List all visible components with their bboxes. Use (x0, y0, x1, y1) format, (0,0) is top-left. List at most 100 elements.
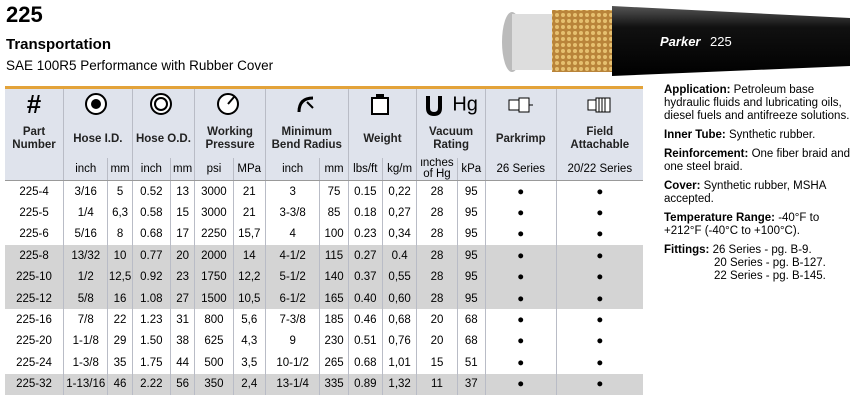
table-cell: 13 (170, 180, 195, 203)
table-cell: 9 (264, 330, 320, 353)
table-cell: 2.22 (131, 373, 171, 395)
column-header: Working Pressure (194, 120, 266, 158)
table-cell: 12,2 (232, 266, 266, 288)
table-cell: 3000 (194, 202, 234, 224)
unit-label: inch (131, 158, 171, 181)
table-cell: 5,6 (232, 309, 266, 331)
note: Application: Petroleum base hydraulic fl… (664, 84, 854, 123)
hose-cover (612, 6, 850, 76)
table-cell: 165 (319, 287, 349, 310)
table-cell: 28 (416, 287, 458, 310)
table-cell: 13-1/4 (264, 373, 320, 395)
table-row: 225-8 13/32 10 0.77 20 2000 14 4-1/2 115 0.27 0.4 2… (5, 245, 643, 267)
table-cell: 4,3 (232, 330, 266, 353)
table-cell: 265 (319, 352, 349, 374)
table-cell: 27 (170, 287, 195, 310)
table-cell: ● (484, 202, 557, 224)
product-number: 225 (6, 2, 43, 27)
table-cell: 1,32 (381, 373, 417, 395)
table-cell: 28 (416, 245, 458, 267)
table-row: 225-5 1/4 6,3 0.58 15 3000 21 3-3/8 85 0.18 0,27 28… (5, 202, 643, 224)
table-cell: 140 (319, 266, 349, 288)
table-cell: 185 (319, 309, 349, 331)
table-cell: ● (484, 330, 557, 353)
column-header: Field Attachable (555, 120, 643, 158)
table-cell: 0.23 (347, 223, 383, 246)
table-cell: ● (555, 180, 643, 203)
note-label: Reinforcement: (664, 148, 749, 160)
icon-cell (484, 87, 557, 120)
table-cell: ● (555, 245, 643, 267)
table-cell: 225-16 (16, 314, 52, 327)
note-line: 20 Series - pg. B-127. (714, 257, 826, 269)
table-cell: 10,5 (232, 287, 266, 310)
column-header: Hose O.D. (131, 120, 195, 158)
unit-label: mm (319, 158, 349, 181)
table-cell: 14 (232, 245, 266, 267)
table-cell: 95 (456, 266, 486, 288)
table-cell: 20 (416, 330, 458, 353)
table-cell: 15 (416, 352, 458, 374)
table-cell: 28 (416, 223, 458, 246)
table-row: 225-4 3/16 5 0.52 13 3000 21 3 75 0.15 0,22 28 95 ● ● (5, 180, 643, 203)
column-icon (150, 92, 173, 115)
table-cell: 23 (170, 266, 195, 288)
table-cell: ● (484, 245, 557, 267)
table-cell: 800 (194, 309, 234, 331)
column-header: Minimum Bend Radius (264, 120, 349, 158)
table-cell: 15,7 (232, 223, 266, 246)
table-cell: 3/16 (63, 180, 108, 203)
note-text: One fiber braid and one steel braid. (664, 148, 851, 173)
table-row: 225-10 1/2 12,5 0.92 23 1750 12,2 5-1/2 140 0.37 0… (5, 266, 643, 288)
table-cell: 85 (319, 202, 349, 224)
table-cell: 0,68 (381, 309, 417, 331)
unit-label: mm (107, 158, 133, 181)
table-cell: 5/8 (63, 287, 108, 310)
note-label: Cover: (664, 180, 701, 192)
note-line: 22 Series - pg. B-145. (714, 270, 826, 282)
note: Reinforcement: One fiber braid and one s… (664, 148, 854, 174)
icon-cell (131, 87, 195, 120)
spec-table: # Hg Part Number Hose I.D. Hose O.D. Working … (5, 86, 643, 395)
table-cell: 225-32 (5, 373, 64, 395)
table-row: 225-6 5/16 8 0.68 17 2250 15,7 4 100 0.23 0,34 28 95… (5, 223, 643, 246)
table-cell: ● (484, 223, 557, 246)
table-cell: ● (555, 223, 643, 246)
table-cell: 3-3/8 (264, 202, 320, 224)
note-line: 26 Series - pg. B-9. (712, 244, 812, 256)
table-cell: 21 (232, 180, 266, 203)
table-cell: 100 (319, 223, 349, 246)
table-cell: 0.46 (347, 309, 383, 331)
unit-label: kg/m (381, 158, 417, 181)
table-cell: ● (555, 373, 643, 395)
table-cell: ● (555, 202, 643, 224)
hose-brand: Parker (660, 34, 701, 49)
table-cell: 350 (194, 373, 234, 395)
table-cell: 225-10 (5, 266, 64, 288)
icon-cell (194, 87, 266, 120)
unit-label: kPa (456, 158, 486, 181)
table-cell: ● (555, 309, 643, 331)
table-cell: 7/8 (63, 309, 108, 331)
table-cell: 3000 (194, 180, 234, 203)
column-icon (217, 92, 240, 115)
table-cell: 95 (456, 245, 486, 267)
table-cell: 10 (107, 245, 133, 267)
table-cell: 46 (107, 373, 133, 395)
table-cell: 5 (107, 180, 133, 203)
table-cell: 2250 (194, 223, 234, 246)
table-cell: 0.92 (131, 266, 171, 288)
table-cell: ● (484, 266, 557, 288)
table-cell: ● (484, 373, 557, 395)
table-cell: 1500 (194, 287, 234, 310)
table-row: 225-32 1-13/16 46 2.22 56 350 2,4 13-1/4 335 0.89… (5, 373, 643, 395)
table-cell: 31 (170, 309, 195, 331)
table-cell: 0.27 (347, 245, 383, 267)
note-text: Petroleum base hydraulic fluids and lubr… (664, 84, 850, 122)
hose-image: Parker 225 (502, 6, 850, 76)
table-cell: 230 (319, 330, 349, 353)
icon-cell (63, 87, 133, 120)
unit-row: inch mm inch mm psi MPa inch mm lbs/ft kg/m inches… (5, 158, 643, 181)
column-icon (426, 95, 443, 116)
